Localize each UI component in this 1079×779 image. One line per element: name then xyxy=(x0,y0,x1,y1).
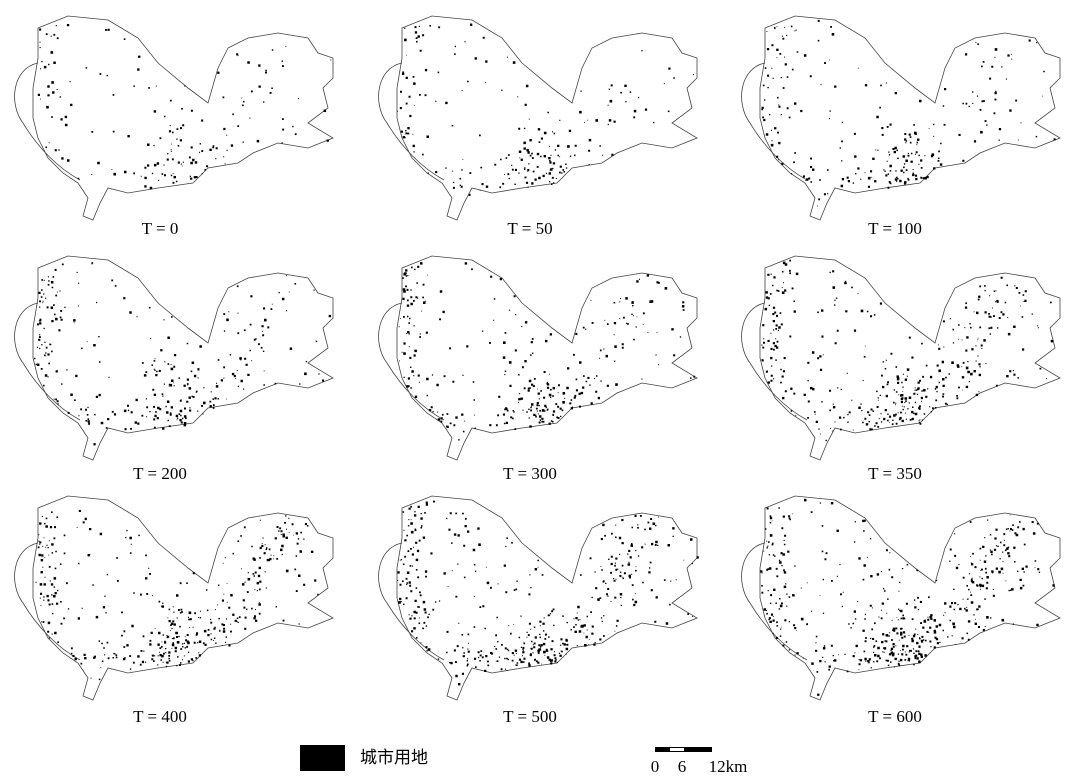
map-grid xyxy=(15,16,1060,700)
panel-label: T = 400 xyxy=(133,707,187,726)
panel-label: T = 300 xyxy=(503,464,557,483)
legend-label: 城市用地 xyxy=(360,748,428,768)
scale-label: 6 xyxy=(678,757,687,776)
panel-label: T = 350 xyxy=(868,464,922,483)
figure: 城市用地 0 6 12km T = 0 T = 50 T = 100 T = 200 T… xyxy=(0,0,1079,779)
panel-label: T = 100 xyxy=(868,219,922,238)
scale-label: 0 xyxy=(651,757,660,776)
panel-label: T = 50 xyxy=(507,219,552,238)
panel-label: T = 0 xyxy=(142,219,179,238)
panel-label: T = 500 xyxy=(503,707,557,726)
panel-label: T = 600 xyxy=(868,707,922,726)
scale-label: 12km xyxy=(709,757,748,776)
legend-swatch xyxy=(300,745,345,771)
scale-bar-gap xyxy=(670,748,684,751)
panel-label: T = 200 xyxy=(133,464,187,483)
